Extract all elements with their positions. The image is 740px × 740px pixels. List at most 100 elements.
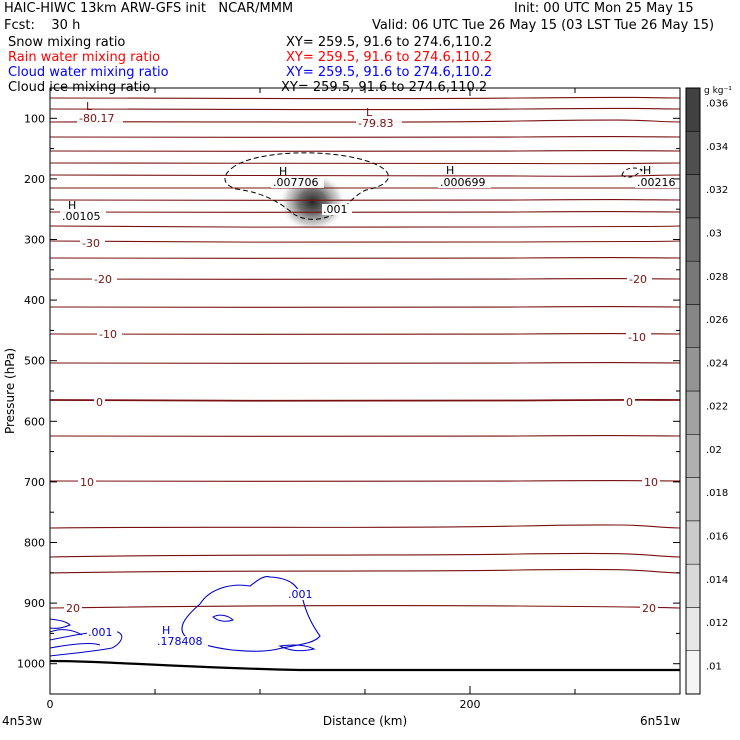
colorbar-tick-label: .028 [706, 272, 728, 283]
contour-label-bg [322, 204, 352, 215]
temperature-label: -10 [99, 328, 117, 341]
cloud-water-contour [278, 644, 316, 652]
temperature-label-bg [642, 476, 660, 487]
contour-value-label: .001 [288, 588, 313, 601]
temperature-label-bg [626, 331, 651, 342]
colorbar-segment [685, 87, 701, 132]
x-axis-title: Distance (km) [323, 714, 407, 728]
extremum-value-label: .00216 [637, 176, 676, 189]
field-rain-name: Rain water mixing ratio [8, 50, 161, 65]
y-axis-tick-label: 800 [24, 537, 45, 550]
colorbar-tick-label: .02 [706, 445, 722, 456]
temperature-label: 0 [626, 396, 633, 409]
temperature-contour [50, 398, 680, 402]
cloud-water-contour [50, 629, 83, 636]
extremum-label-bg [356, 118, 402, 129]
y-axis-tick-label: 400 [24, 294, 45, 307]
y-axis-tick-label: 900 [24, 597, 45, 610]
temperature-label: -20 [94, 273, 112, 286]
temperature-label: 0 [96, 396, 103, 409]
colorbar-unit: g kg⁻¹ [704, 86, 732, 96]
y-axis-tick-label: 100 [24, 112, 45, 125]
colorbar-tick-label: .022 [706, 402, 728, 413]
field-rain-xy: XY= 259.5, 91.6 to 274.6,110.2 [286, 50, 493, 65]
terrain-line [50, 659, 680, 672]
temperature-contour [50, 257, 680, 259]
x-axis-right-endpoint: 6n51w [640, 714, 681, 728]
colorbar-segment [685, 650, 701, 695]
header-line1-left: HAIC-HIWC 13km ARW-GFS init NCAR/MMM [4, 1, 294, 16]
y-axis-tick-label: 1000 [17, 658, 45, 671]
colorbar-tick-label: .012 [706, 618, 728, 629]
temperature-label: -10 [628, 331, 646, 344]
x-axis-tick-label: 200 [460, 698, 481, 711]
colorbar-segment [685, 347, 701, 392]
y-axis-title: Pressure (hPa) [3, 348, 17, 434]
contour-value-label: .001 [88, 626, 113, 639]
contour-value-label: .001 [323, 203, 348, 216]
colorbar-segment [685, 563, 701, 608]
extremum-type-label: L [86, 100, 93, 113]
temperature-label: 20 [66, 602, 80, 615]
extremum-type-label: H [446, 164, 454, 177]
colorbar-tick-label: .018 [706, 488, 728, 499]
field-cloud-water-name: Cloud water mixing ratio [8, 65, 169, 80]
header-line2-right: Valid: 06 UTC Tue 26 May 15 (03 LST Tue … [372, 18, 715, 33]
colorbar-segment [685, 217, 701, 262]
colorbar-segment [685, 174, 701, 219]
plot-frame [49, 87, 681, 695]
extremum-label-bg [60, 211, 106, 222]
temperature-contour [50, 211, 680, 213]
temperature-contour [50, 362, 680, 364]
colorbar-segment [685, 520, 701, 565]
x-axis-left-endpoint: 4n53w [2, 714, 43, 728]
temperature-label: 10 [80, 476, 94, 489]
colorbar-tick-label: .034 [706, 142, 728, 153]
extremum-label-bg [438, 177, 491, 188]
extremum-value-label: .178408 [157, 635, 203, 648]
temperature-contour [50, 150, 680, 152]
colorbar-tick-label: .024 [706, 358, 728, 369]
colorbar-tick-label: .016 [706, 532, 728, 543]
colorbar-frame [685, 87, 701, 695]
contour-label-bg [87, 627, 117, 638]
temperature-contour [50, 119, 680, 123]
temperature-contour [50, 199, 680, 201]
y-axis-tick-label: 600 [24, 415, 45, 428]
extremum-type-label: H [279, 165, 287, 178]
colorbar-tick-label: .014 [706, 575, 728, 586]
temperature-label-bg [78, 476, 96, 487]
colorbar-segment [685, 304, 701, 348]
extremum-value-label: .00105 [62, 210, 101, 223]
temperature-label-bg [624, 396, 635, 407]
header-line2-left: Fcst: 30 h [4, 18, 81, 33]
temperature-contour [50, 480, 680, 482]
temperature-contour [50, 107, 680, 111]
temperature-label-bg [94, 396, 105, 407]
cloud-water-contour [50, 618, 71, 629]
extremum-value-label: .007706 [273, 176, 319, 189]
cloud-water-contour [50, 643, 101, 649]
field-snow-name: Snow mixing ratio [8, 35, 126, 50]
cloud-water-contour [50, 631, 123, 657]
temperature-contour [50, 278, 680, 280]
x-axis-tick-label: 0 [47, 698, 54, 711]
extremum-label-bg [77, 113, 123, 124]
extremum-value-label: -79.83 [358, 117, 393, 130]
temperature-contour [50, 174, 680, 177]
cloud-water-contour [212, 614, 234, 622]
colorbar-segment [685, 131, 701, 175]
temperature-label: 20 [642, 602, 656, 615]
extremum-label-bg [635, 177, 681, 188]
colorbar-tick-label: .01 [706, 661, 722, 672]
temperature-contour [50, 568, 680, 574]
colorbar-segment [685, 607, 701, 651]
temperature-contour [50, 225, 680, 228]
temperature-label-bg [627, 273, 652, 284]
temperature-contour [50, 605, 680, 609]
cloud-ice-contour [621, 167, 643, 178]
colorbar-tick-label: .032 [706, 185, 728, 196]
temperature-contour [50, 306, 680, 308]
temperature-contour [50, 240, 680, 243]
